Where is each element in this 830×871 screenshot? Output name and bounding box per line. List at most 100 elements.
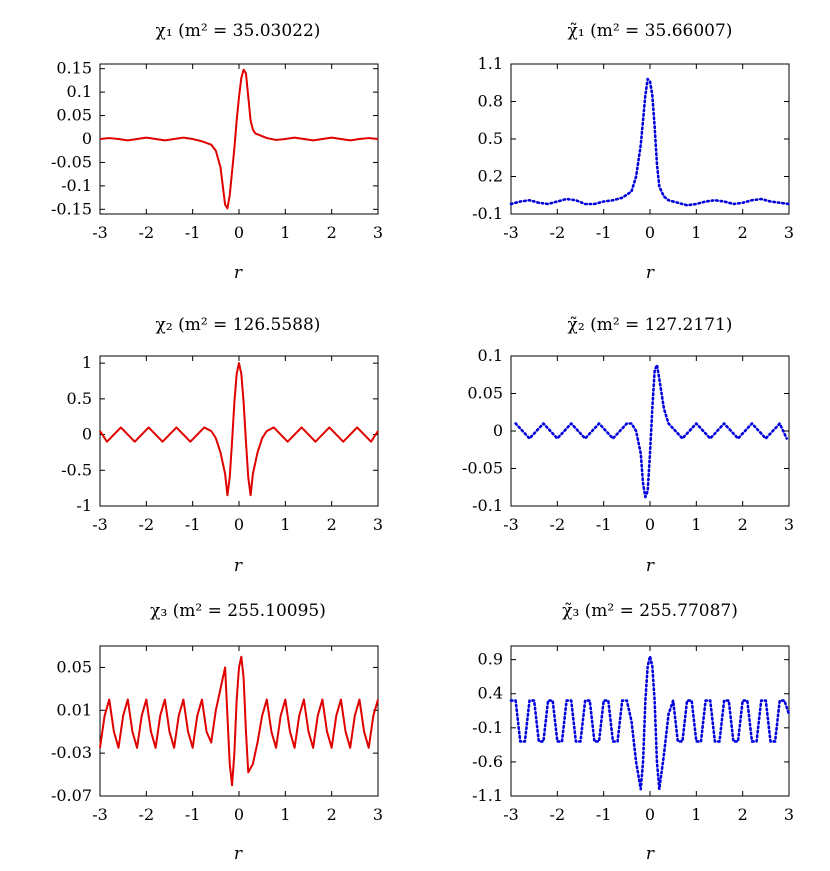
y-tick-label: -0.07 <box>51 786 92 805</box>
x-tick-label: 3 <box>373 223 383 242</box>
panel-chi1-tilde: χ̃₁ (m² = 35.66007) r -3 -2 -1 0 1 2 3 1.1 0.8 0.… <box>472 21 794 283</box>
series-line <box>99 362 379 497</box>
x-tick-label: 2 <box>738 805 748 824</box>
x-tick-label: 3 <box>373 805 383 824</box>
y-tick-label: 1 <box>82 353 92 372</box>
y-tick-label: -0.1 <box>472 718 503 737</box>
x-tick-label: 0 <box>645 805 655 824</box>
plot-area: -3 -2 -1 0 1 2 3 0.05 0.01 -0.03 -0.07 <box>51 645 383 824</box>
y-tick-label: -0.6 <box>472 752 503 771</box>
y-tick-label: -0.15 <box>51 199 92 218</box>
chart-title: χ̃₂ (m² = 127.2171) <box>568 315 733 335</box>
x-tick-label: 3 <box>373 515 383 534</box>
x-tick-label: -3 <box>92 515 108 534</box>
x-axis-label: r <box>646 263 655 283</box>
x-tick-label: 2 <box>327 223 337 242</box>
x-tick-label: -2 <box>139 223 155 242</box>
x-tick-label: -2 <box>139 805 155 824</box>
x-tick-label: 0 <box>234 805 244 824</box>
plot-area: -3 -2 -1 0 1 2 3 0.9 0.4 -0.1 -0.6 -1.1 <box>472 645 794 824</box>
panel-chi3-tilde: χ̃₃ (m² = 255.77087) r -3 -2 -1 0 1 2 30.90.4-… <box>472 601 794 864</box>
y-tick-label: 0 <box>82 129 92 148</box>
y-tick-label: -1.1 <box>472 786 503 805</box>
x-tick-label: 1 <box>280 223 290 242</box>
y-tick-label: -0.05 <box>51 152 92 171</box>
chart-title: χ̃₃ (m² = 255.77087) <box>562 601 738 621</box>
panel-chi3: χ₃ (m² = 255.10095) r -3 -2 -1 0 1 2 3 0.05 0.01… <box>51 601 383 864</box>
x-tick-label: -1 <box>185 805 201 824</box>
y-tick-label: 0.05 <box>56 657 92 676</box>
x-axis-label: r <box>234 263 243 283</box>
x-tick-label: 2 <box>327 805 337 824</box>
plot-frame <box>510 645 790 797</box>
y-tick-label: 0 <box>82 425 92 444</box>
series-line <box>514 363 788 499</box>
x-tick-label: 0 <box>645 515 655 534</box>
x-tick-label: 1 <box>691 223 701 242</box>
y-tick-label: -0.5 <box>61 460 92 479</box>
chart-title: χ₂ (m² = 126.5588) <box>156 315 321 335</box>
series-line <box>99 655 379 787</box>
x-tick-label: 1 <box>691 515 701 534</box>
panel-chi2: χ₂ (m² = 126.5588) r -3 -2 -1 0 1 2 3 1 0.5 0 -0.5… <box>61 315 383 576</box>
x-tick-label: -1 <box>596 223 612 242</box>
y-tick-label: -0.1 <box>472 496 503 515</box>
x-tick-label: 3 <box>784 515 794 534</box>
y-tick-label: -0.03 <box>51 743 92 762</box>
x-tick-label: -3 <box>92 223 108 242</box>
plot-area: -3 -2 -1 0 1 2 3 1.1 0.8 0.5 0.2 -0.1 <box>472 54 794 242</box>
chart-title: χ̃₁ (m² = 35.66007) <box>568 21 733 41</box>
y-tick-label: 0.9 <box>478 650 503 669</box>
x-axis-label: r <box>234 844 243 864</box>
plot-area: -3 -2 -1 0 1 2 3 1 0.5 0 -0.5 -1 <box>61 353 383 534</box>
y-tick-label: 1.1 <box>478 54 503 73</box>
x-tick-label: 1 <box>280 805 290 824</box>
x-tick-label: -1 <box>596 805 612 824</box>
x-tick-label: 0 <box>234 515 244 534</box>
series-line <box>99 68 379 210</box>
panel-chi1: χ₁ (m² = 35.03022) r -3 -2 -1 0 1 2 3 0.15 0.1 0.… <box>51 21 383 283</box>
x-tick-label: -1 <box>185 223 201 242</box>
x-tick-label: -2 <box>550 223 566 242</box>
x-tick-label: -3 <box>503 515 519 534</box>
y-tick-label: 0.5 <box>478 129 503 148</box>
x-tick-label: 0 <box>645 223 655 242</box>
y-tick-label: 0.05 <box>467 384 503 403</box>
y-tick-label: -0.1 <box>61 176 92 195</box>
x-tick-label: 3 <box>784 223 794 242</box>
x-tick-label: 1 <box>691 805 701 824</box>
plot-area: -3 -2 -1 0 1 2 3 0.15 0.1 0.05 0 -0.05 -0.1 -0.15 <box>51 59 383 242</box>
y-tick-label: 0.15 <box>56 59 92 78</box>
y-tick-label: 0.5 <box>67 389 92 408</box>
x-tick-label: -3 <box>503 805 519 824</box>
y-tick-label: -1 <box>76 496 92 515</box>
y-tick-label: 0.2 <box>478 167 503 186</box>
panel-chi2-tilde: χ̃₂ (m² = 127.2171) r -3 -2 -1 0 1 2 3 0.1 0.05 0… <box>462 315 794 576</box>
y-tick-label: -0.05 <box>462 459 503 478</box>
x-tick-label: -2 <box>550 515 566 534</box>
y-tick-label: 0.1 <box>478 346 503 365</box>
x-tick-label: -3 <box>503 223 519 242</box>
x-tick-label: -1 <box>596 515 612 534</box>
chart-title: χ₁ (m² = 35.03022) <box>156 21 321 41</box>
plot-area: -3 -2 -1 0 1 2 3 0.1 0.05 0 -0.05 -0.1 <box>462 346 794 534</box>
x-tick-label: 2 <box>738 515 748 534</box>
x-tick-label: 0 <box>234 223 244 242</box>
y-tick-label: 0.01 <box>56 700 92 719</box>
y-tick-label: 0.05 <box>56 106 92 125</box>
plot-frame <box>99 355 379 507</box>
x-tick-label: -2 <box>139 515 155 534</box>
series-line <box>509 77 791 207</box>
y-tick-label: 0.8 <box>478 92 503 111</box>
x-axis-label: r <box>646 844 655 864</box>
y-tick-label: 0.4 <box>478 684 503 703</box>
x-tick-label: 2 <box>327 515 337 534</box>
x-tick-label: 2 <box>738 223 748 242</box>
x-axis-label: r <box>646 556 655 576</box>
y-tick-label: 0 <box>493 421 503 440</box>
series-line <box>509 654 791 791</box>
y-tick-label: -0.1 <box>472 204 503 223</box>
x-tick-label: -3 <box>92 805 108 824</box>
x-tick-label: -1 <box>185 515 201 534</box>
